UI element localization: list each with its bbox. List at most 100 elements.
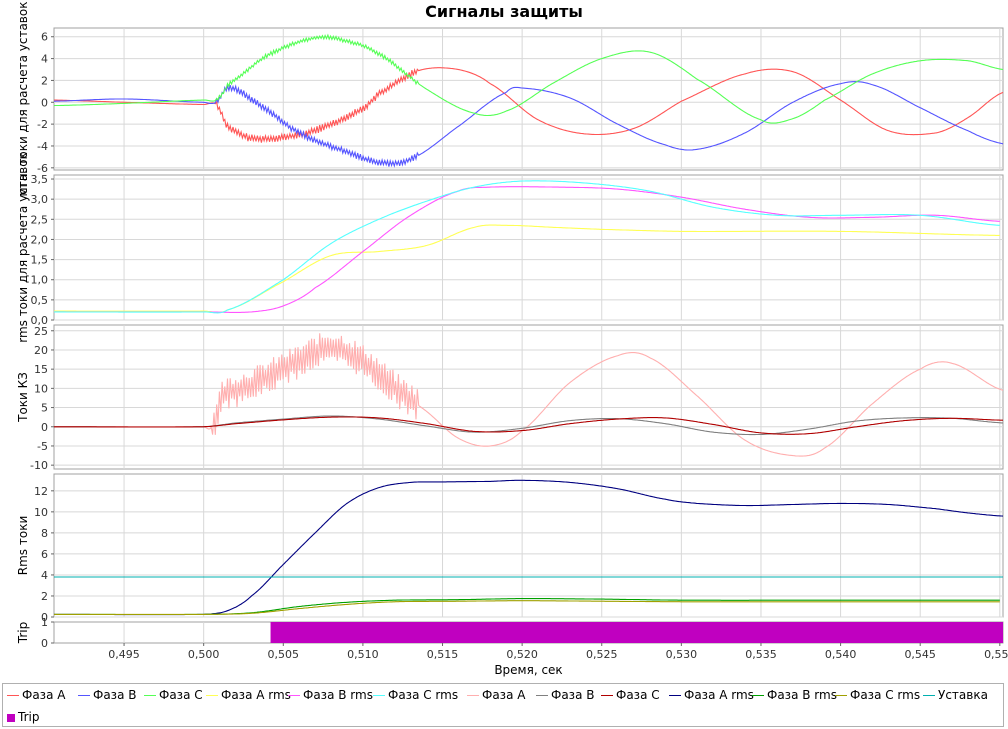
legend-item: Trip	[7, 710, 39, 724]
x-tick-label: 0,540	[825, 648, 857, 661]
legend-swatch	[373, 695, 385, 696]
y-tick-label: 5	[41, 402, 48, 415]
y-tick-label: 12	[34, 485, 48, 498]
legend-item: Фаза C	[601, 688, 660, 702]
legend-label: Фаза A	[482, 688, 526, 702]
y-tick-label: 15	[34, 363, 48, 376]
y-tick-label: -2	[37, 118, 48, 131]
y-tick-label: 0	[41, 611, 48, 624]
legend-label: Фаза A rms	[684, 688, 754, 702]
y-tick-label: -5	[37, 440, 48, 453]
y-tick-label: 10	[34, 506, 48, 519]
legend-label: Уставка	[938, 688, 988, 702]
trip-area	[54, 622, 1003, 643]
y-tick-label: 8	[41, 527, 48, 540]
legend-label: Фаза B rms	[303, 688, 373, 702]
x-tick-label: 0,530	[666, 648, 698, 661]
x-tick-label: 0,520	[506, 648, 538, 661]
legend-swatch	[78, 695, 90, 696]
chart-title: Сигналы защиты	[425, 2, 583, 21]
y-tick-label: 6	[41, 31, 48, 44]
legend-item: Фаза A	[467, 688, 525, 702]
y-tick-label: 2	[41, 74, 48, 87]
y-tick-label: 2,0	[31, 233, 49, 246]
y-tick-label: 20	[34, 344, 48, 357]
legend-label: Фаза A	[22, 688, 66, 702]
legend-swatch	[669, 695, 681, 696]
y-tick-label: 3,0	[31, 193, 49, 206]
series-line	[54, 180, 1000, 314]
legend-swatch	[835, 695, 847, 696]
legend-item: Фаза C	[144, 688, 203, 702]
x-tick-label: 0,500	[188, 648, 220, 661]
legend-label: Фаза B	[93, 688, 137, 702]
y-tick-label: 1,0	[31, 274, 49, 287]
y-tick-label: 10	[34, 382, 48, 395]
legend-label: Фаза C rms	[850, 688, 921, 702]
x-tick-label: 0,545	[904, 648, 936, 661]
y-tick-label: 25	[34, 325, 48, 338]
legend-label: Фаза C rms	[388, 688, 459, 702]
x-tick-label: 0,525	[586, 648, 618, 661]
y-tick-label: 2,5	[31, 213, 49, 226]
x-tick-label: 0,510	[347, 648, 379, 661]
legend-item: Уставка	[923, 688, 988, 702]
legend-item: Фаза B	[78, 688, 136, 702]
legend-label: Фаза C	[616, 688, 660, 702]
legend-label: Фаза B rms	[767, 688, 837, 702]
y-tick-label: 1,5	[31, 254, 49, 267]
legend-swatch	[923, 695, 935, 696]
legend-item: Фаза A rms	[669, 688, 754, 702]
legend-swatch	[601, 695, 613, 696]
series-line	[54, 333, 1004, 457]
y-tick-label: 0,0	[31, 314, 49, 327]
y-tick-label: 0	[41, 421, 48, 434]
x-tick-label: 0,550	[984, 648, 1008, 661]
legend-item: Фаза A	[7, 688, 65, 702]
y-tick-label: -6	[37, 162, 48, 175]
legend-label: Фаза C	[159, 688, 203, 702]
legend-swatch	[752, 695, 764, 696]
plot-panel-4	[53, 473, 1004, 618]
legend-label: Фаза B	[551, 688, 595, 702]
y-tick-label: 2	[41, 590, 48, 603]
legend-label: Фаза A rms	[221, 688, 291, 702]
y-tick-label: -10	[30, 459, 48, 472]
legend-item: Фаза A rms	[206, 688, 291, 702]
y-axis-label: Rms токи	[16, 516, 30, 575]
series-line	[54, 600, 1000, 615]
legend-swatch	[288, 695, 300, 696]
y-tick-label: 0	[41, 96, 48, 109]
legend-swatch	[206, 695, 218, 696]
x-tick-label: 0,535	[745, 648, 777, 661]
chart-canvas: -6 -4 -2 0 2 4 6 мгн. токи для расчета уставок 0…	[16, 2, 1008, 677]
legend-swatch	[536, 695, 548, 696]
legend-item: Фаза B rms	[288, 688, 373, 702]
plot-panel-2	[53, 174, 1004, 321]
y-tick-label: -4	[37, 140, 48, 153]
y-axis-label: мгн. токи для расчета уставок	[16, 2, 30, 197]
series-line	[54, 416, 1003, 435]
y-axis-label: rms токи для расчета уставок	[16, 152, 30, 343]
legend-label: Trip	[18, 710, 40, 724]
legend-swatch	[7, 713, 15, 722]
legend-swatch	[7, 695, 19, 696]
x-tick-label: 0,495	[108, 648, 140, 661]
y-tick-label: 4	[41, 53, 48, 66]
legend-item: Фаза B rms	[752, 688, 837, 702]
x-tick-label: 0,515	[427, 648, 459, 661]
x-tick-label: 0,505	[268, 648, 300, 661]
legend-swatch	[144, 695, 156, 696]
series-line	[53, 33, 1004, 124]
y-axis-label: Trip	[16, 622, 30, 644]
y-tick-label: 1	[41, 616, 48, 629]
y-tick-label: 0,5	[31, 294, 49, 307]
x-axis-label: Время, сек	[494, 663, 562, 677]
y-tick-label: 3,5	[31, 173, 49, 186]
y-tick-label: 4	[41, 569, 48, 582]
y-tick-label: 6	[41, 548, 48, 561]
y-tick-label: 0	[41, 637, 48, 650]
series-line	[54, 81, 1004, 168]
plot-panel-3	[53, 324, 1004, 470]
legend: Фаза A Фаза B Фаза C Фаза A rms Фаза B rms Фа…	[2, 683, 1004, 727]
